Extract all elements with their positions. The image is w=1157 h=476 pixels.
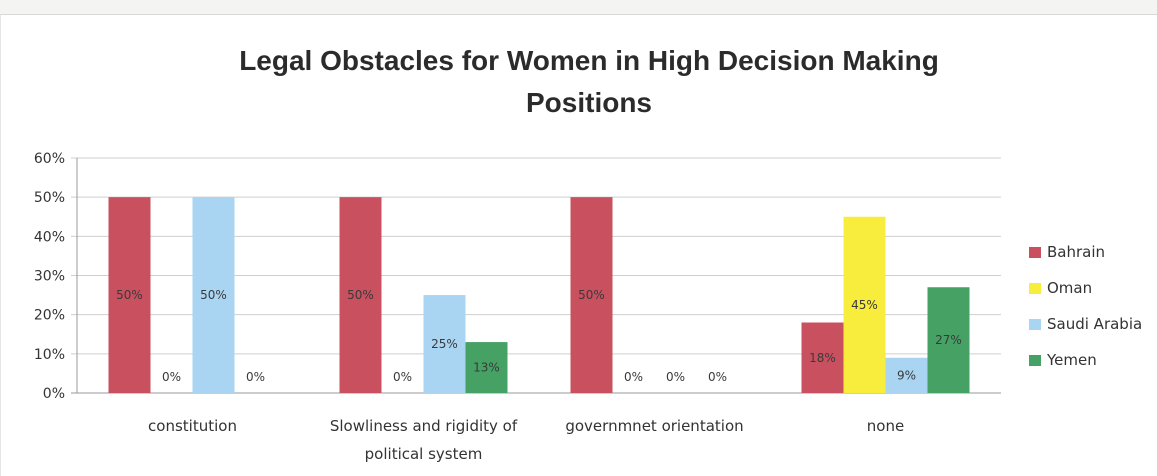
data-label: 13% bbox=[473, 361, 500, 375]
y-tick-label: 10% bbox=[34, 347, 65, 363]
legend-swatch bbox=[1029, 319, 1041, 330]
y-tick-label: 0% bbox=[43, 386, 65, 402]
y-tick-label: 20% bbox=[34, 308, 65, 324]
data-label: 50% bbox=[578, 288, 605, 302]
bar-bahrain bbox=[108, 197, 151, 393]
chart-frame: Legal Obstacles for Women in High Decisi… bbox=[0, 14, 1157, 476]
y-tick-label: 40% bbox=[34, 229, 65, 245]
legend-swatch bbox=[1029, 283, 1041, 294]
data-label: 25% bbox=[431, 337, 458, 351]
bar-bahrain bbox=[801, 322, 844, 393]
data-label: 0% bbox=[708, 370, 727, 384]
data-label: 27% bbox=[935, 333, 962, 347]
x-category-label: constitution bbox=[148, 417, 237, 435]
x-category-label: governmnet orientation bbox=[565, 417, 743, 435]
bar-oman bbox=[843, 216, 886, 393]
bar-yemen bbox=[927, 287, 970, 393]
data-label: 50% bbox=[200, 288, 227, 302]
y-axis-ticks: 0% 10% 20% 30% 40% 50% 60% bbox=[34, 151, 65, 402]
bars bbox=[108, 197, 970, 393]
bar-yemen bbox=[465, 342, 508, 393]
data-labels: 50% 50% 50% 18% 0% 0% 0% 45% 50% 25% 0% 9% 0% 13% 0% 27… bbox=[116, 288, 962, 384]
chart-title-line: Positions bbox=[526, 87, 652, 118]
x-axis-labels: constitution Slowliness and rigidity of po… bbox=[148, 417, 904, 463]
data-label: 0% bbox=[666, 370, 685, 384]
x-category-label: Slowliness and rigidity of bbox=[330, 417, 518, 435]
bar-bahrain bbox=[570, 197, 613, 393]
legend-swatch bbox=[1029, 355, 1041, 366]
bar-saudi-arabia bbox=[192, 197, 235, 393]
data-label: 50% bbox=[347, 288, 374, 302]
data-label: 18% bbox=[809, 351, 836, 365]
bar-saudi-arabia bbox=[885, 357, 928, 393]
legend-label: Bahrain bbox=[1047, 243, 1105, 261]
legend-label: Oman bbox=[1047, 279, 1092, 297]
legend-label: Saudi Arabia bbox=[1047, 315, 1142, 333]
data-label: 0% bbox=[246, 370, 265, 384]
chart-svg: Legal Obstacles for Women in High Decisi… bbox=[34, 45, 1142, 463]
chart-title: Legal Obstacles for Women in High Decisi… bbox=[239, 45, 939, 118]
y-tick-label: 50% bbox=[34, 190, 65, 206]
data-label: 0% bbox=[624, 370, 643, 384]
bar-bahrain bbox=[339, 197, 382, 393]
data-label: 45% bbox=[851, 298, 878, 312]
bar-saudi-arabia bbox=[423, 295, 466, 393]
legend: Bahrain Oman Saudi Arabia Yemen bbox=[1029, 243, 1142, 369]
legend-label: Yemen bbox=[1046, 351, 1097, 369]
legend-swatch bbox=[1029, 247, 1041, 258]
y-tick-label: 30% bbox=[34, 269, 65, 285]
x-category-label: none bbox=[867, 417, 904, 435]
y-tick-label: 60% bbox=[34, 151, 65, 167]
data-label: 0% bbox=[162, 370, 181, 384]
data-label: 9% bbox=[897, 368, 916, 382]
data-label: 50% bbox=[116, 288, 143, 302]
x-category-label: political system bbox=[365, 445, 483, 463]
chart-title-line: Legal Obstacles for Women in High Decisi… bbox=[239, 45, 939, 76]
data-label: 0% bbox=[393, 370, 412, 384]
